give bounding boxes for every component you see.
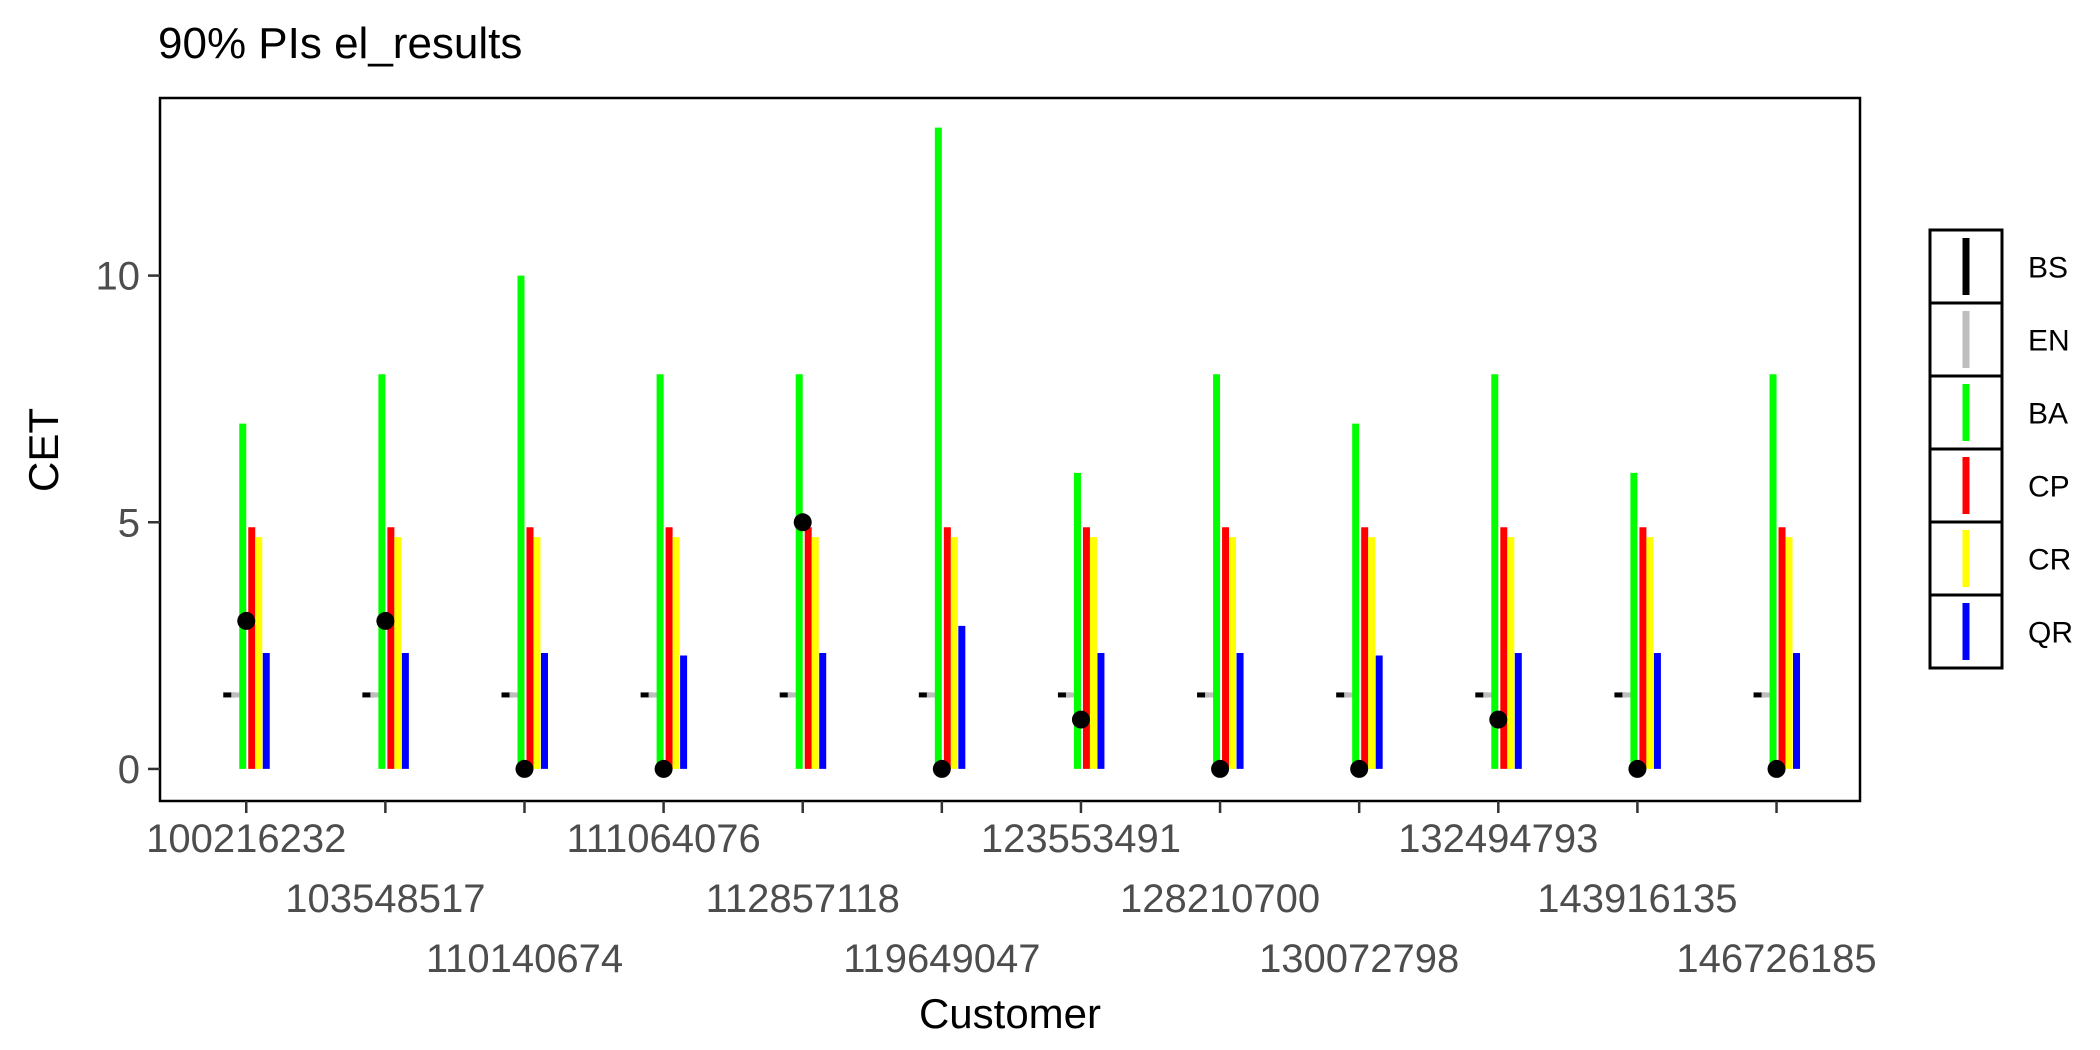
x-tick-label-110140674: 110140674 bbox=[426, 937, 623, 981]
actual-point-112857118 bbox=[793, 513, 812, 532]
x-axis-title: Customer bbox=[919, 990, 1101, 1037]
plot-panel bbox=[158, 96, 1862, 803]
y-axis: 0 5 10 bbox=[96, 255, 160, 792]
actual-point-123553491 bbox=[1071, 710, 1090, 729]
actual-point-146726185 bbox=[1767, 759, 1786, 778]
x-tick-label-119649047: 119649047 bbox=[843, 937, 1040, 981]
actual-point-132494793 bbox=[1489, 710, 1508, 729]
x-tick-label-123553491: 123553491 bbox=[981, 817, 1181, 861]
x-tick-label-112857118: 112857118 bbox=[706, 877, 900, 921]
actual-point-143916135 bbox=[1628, 759, 1647, 778]
legend-label-qr: QR bbox=[2028, 617, 2073, 650]
chart-marks bbox=[223, 127, 1801, 778]
x-tick-label-100216232: 100216232 bbox=[146, 817, 346, 861]
x-tick-label-111064076: 111064076 bbox=[566, 817, 760, 861]
actual-point-103548517 bbox=[376, 611, 395, 630]
x-tick-label-146726185: 146726185 bbox=[1676, 937, 1876, 981]
x-tick-label-143916135: 143916135 bbox=[1537, 877, 1737, 921]
actual-point-100216232 bbox=[237, 611, 256, 630]
legend-label-cp: CP bbox=[2028, 471, 2070, 504]
actual-point-128210700 bbox=[1211, 759, 1230, 778]
x-axis: 100216232 103548517 110140674 111064076 1128… bbox=[146, 801, 1877, 981]
legend-label-en: EN bbox=[2028, 325, 2070, 358]
actual-point-110140674 bbox=[515, 759, 534, 778]
y-axis-title: CET bbox=[20, 408, 67, 492]
actual-point-119649047 bbox=[932, 759, 951, 778]
chart-title: 90% PIs el_results bbox=[158, 19, 522, 68]
legend: BS EN BA CP CR QR bbox=[1928, 228, 2073, 670]
x-tick-label-132494793: 132494793 bbox=[1398, 817, 1598, 861]
x-tick-label-128210700: 128210700 bbox=[1120, 877, 1320, 921]
legend-label-bs: BS bbox=[2028, 252, 2068, 285]
legend-label-ba: BA bbox=[2028, 398, 2068, 431]
legend-label-cr: CR bbox=[2028, 544, 2071, 577]
x-tick-label-103548517: 103548517 bbox=[285, 877, 485, 921]
actual-point-130072798 bbox=[1350, 759, 1369, 778]
actual-point-111064076 bbox=[654, 759, 673, 778]
y-tick-label: 10 bbox=[96, 255, 141, 299]
y-tick-label: 0 bbox=[118, 748, 140, 792]
x-tick-label-130072798: 130072798 bbox=[1259, 937, 1459, 981]
y-tick-label: 5 bbox=[118, 501, 140, 545]
